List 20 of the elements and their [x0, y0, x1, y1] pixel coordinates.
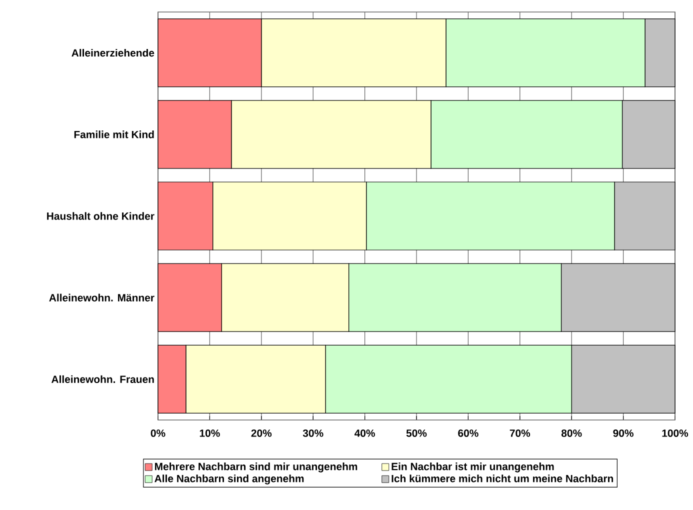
y-tick-label: Alleinewohn. Männer — [49, 294, 154, 302]
x-tick-label: 20% — [251, 429, 272, 437]
y-tick-label: Haushalt ohne Kinder — [47, 212, 154, 220]
x-tick-label: 40% — [354, 429, 375, 437]
y-tick-label: Alleinewohn. Frauen — [51, 375, 154, 384]
y-tick-label: Familie mit Kind — [74, 130, 154, 138]
legend-label: Ich kümmere mich nicht um meine Nachbarn — [392, 474, 614, 482]
x-tick-label: 50% — [406, 429, 427, 437]
y-tick-label: Alleinerziehende — [72, 48, 154, 57]
x-tick-label: 10% — [200, 429, 220, 437]
legend-label: Mehrere Nachbarn sind mir unangenehm — [155, 462, 358, 472]
x-tick-label: 80% — [561, 429, 582, 437]
legend-label: Ein Nachbar ist mir unangenehm — [392, 462, 554, 472]
x-tick-label: 100% — [662, 429, 688, 437]
x-tick-label: 90% — [613, 429, 634, 437]
x-tick-label: 0% — [150, 429, 166, 437]
x-tick-label: 60% — [458, 429, 478, 437]
x-tick-label: 70% — [510, 429, 530, 437]
legend-label: Alle Nachbarn sind angenehm — [154, 474, 304, 484]
x-tick-label: 30% — [302, 429, 324, 437]
